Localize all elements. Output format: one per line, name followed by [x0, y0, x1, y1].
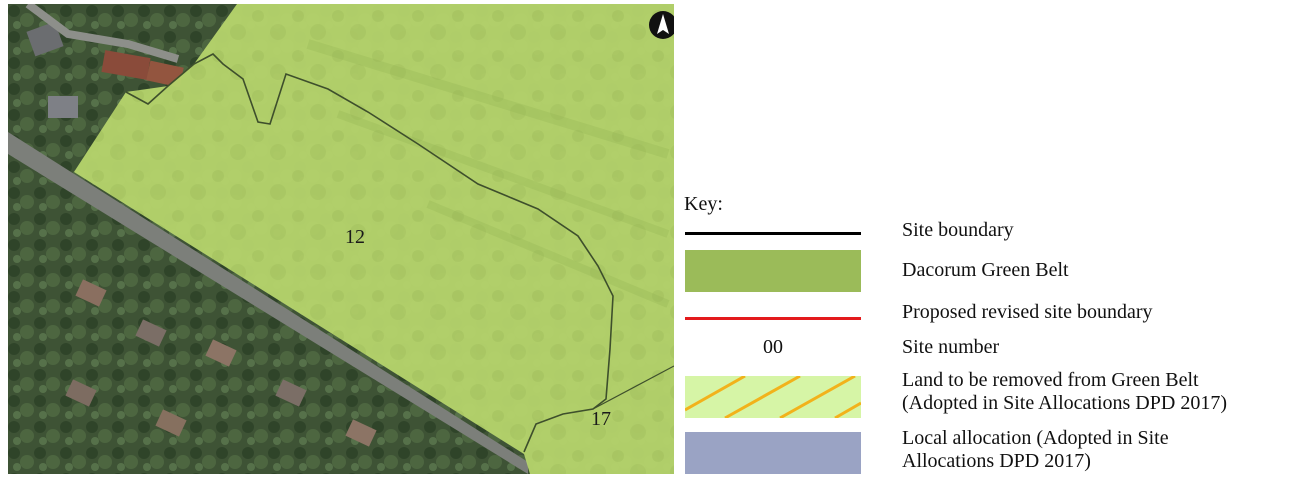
buildings [26, 21, 377, 447]
site-number-12: 12 [345, 226, 365, 248]
legend-label-site-boundary: Site boundary [902, 219, 1014, 241]
legend-label-green-belt: Dacorum Green Belt [902, 259, 1069, 281]
legend-label-land-removed-line1: Land to be removed from Green Belt [902, 369, 1199, 391]
legend-label-land-removed-line2: (Adopted in Site Allocations DPD 2017) [902, 392, 1227, 414]
north-arrow-icon [648, 10, 674, 40]
site-number-symbol: 00 [763, 336, 783, 358]
revised-boundary-symbol [685, 317, 861, 320]
hatch-symbol [684, 374, 862, 420]
map-panel: 12 17 [8, 4, 674, 474]
legend-label-local-allocation-line1: Local allocation (Adopted in Site [902, 427, 1169, 449]
site-boundary-line [125, 53, 614, 453]
legend-title: Key: [684, 193, 723, 215]
legend-label-local-allocation: Local allocation (Adopted in Site Alloca… [902, 427, 1169, 473]
local-allocation-symbol [685, 432, 861, 474]
road [8, 132, 528, 474]
legend-label-site-number: Site number [902, 336, 1000, 358]
field-texture [306, 39, 670, 308]
site-boundary-symbol [685, 232, 861, 235]
legend-label-land-removed: Land to be removed from Green Belt (Adop… [902, 369, 1227, 415]
green-belt-symbol [685, 250, 861, 292]
site-number-17: 17 [591, 408, 611, 430]
legend-label-local-allocation-line2: Allocations DPD 2017) [902, 450, 1091, 472]
green-belt-area [74, 4, 674, 474]
legend-label-revised-boundary: Proposed revised site boundary [902, 301, 1153, 323]
aerial-map [8, 4, 674, 474]
